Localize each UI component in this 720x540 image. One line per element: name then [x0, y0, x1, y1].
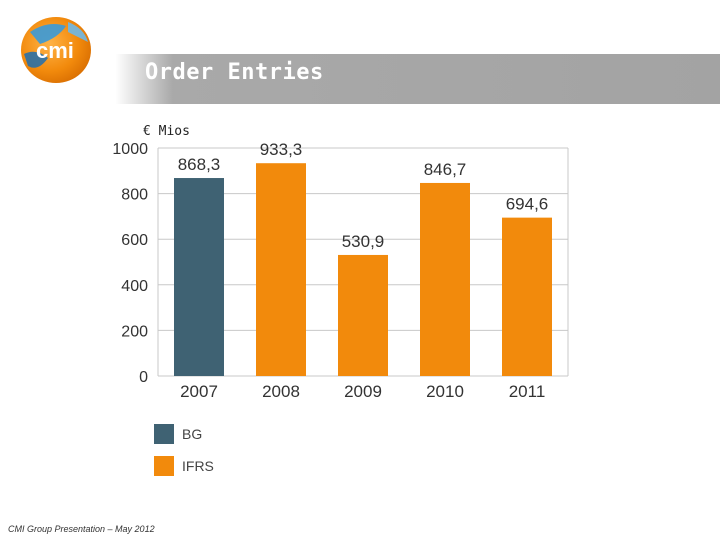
data-label-2009: 530,9	[342, 232, 385, 251]
bar-2011	[502, 217, 552, 376]
svg-text:cmi: cmi	[36, 38, 74, 63]
page-title: Order Entries	[145, 60, 324, 85]
y-tick-label: 0	[139, 369, 148, 386]
x-tick-label: 2007	[180, 382, 218, 401]
bar-2007	[174, 178, 224, 376]
legend-item-bg: BG	[154, 424, 202, 444]
cmi-logo: cmi	[21, 17, 91, 83]
data-label-2007: 868,3	[178, 155, 221, 174]
unit-label: € Mios	[143, 124, 190, 139]
data-label-2010: 846,7	[424, 160, 467, 179]
y-tick-label: 400	[121, 278, 148, 295]
x-tick-label: 2009	[344, 382, 382, 401]
y-tick-label: 800	[121, 187, 148, 204]
y-tick-label: 1000	[112, 141, 148, 158]
data-label-2011: 694,6	[506, 195, 549, 214]
x-tick-label: 2011	[509, 382, 546, 401]
legend-label-bg: BG	[182, 426, 203, 442]
title-bar	[0, 54, 720, 104]
legend-item-ifrs: IFRS	[154, 456, 214, 476]
legend-swatch-ifrs	[154, 456, 174, 476]
data-label-2008: 933,3	[260, 140, 303, 159]
legend-swatch-bg	[154, 424, 174, 444]
bar-2009	[338, 254, 388, 376]
footer-text: CMI Group Presentation – May 2012	[8, 524, 155, 534]
bar-2008	[256, 163, 306, 376]
y-tick-label: 200	[121, 323, 148, 340]
bar-2010	[420, 182, 470, 376]
x-tick-label: 2008	[262, 382, 300, 401]
legend-label-ifrs: IFRS	[182, 458, 214, 474]
x-tick-label: 2010	[426, 382, 464, 401]
y-tick-label: 600	[121, 232, 148, 249]
